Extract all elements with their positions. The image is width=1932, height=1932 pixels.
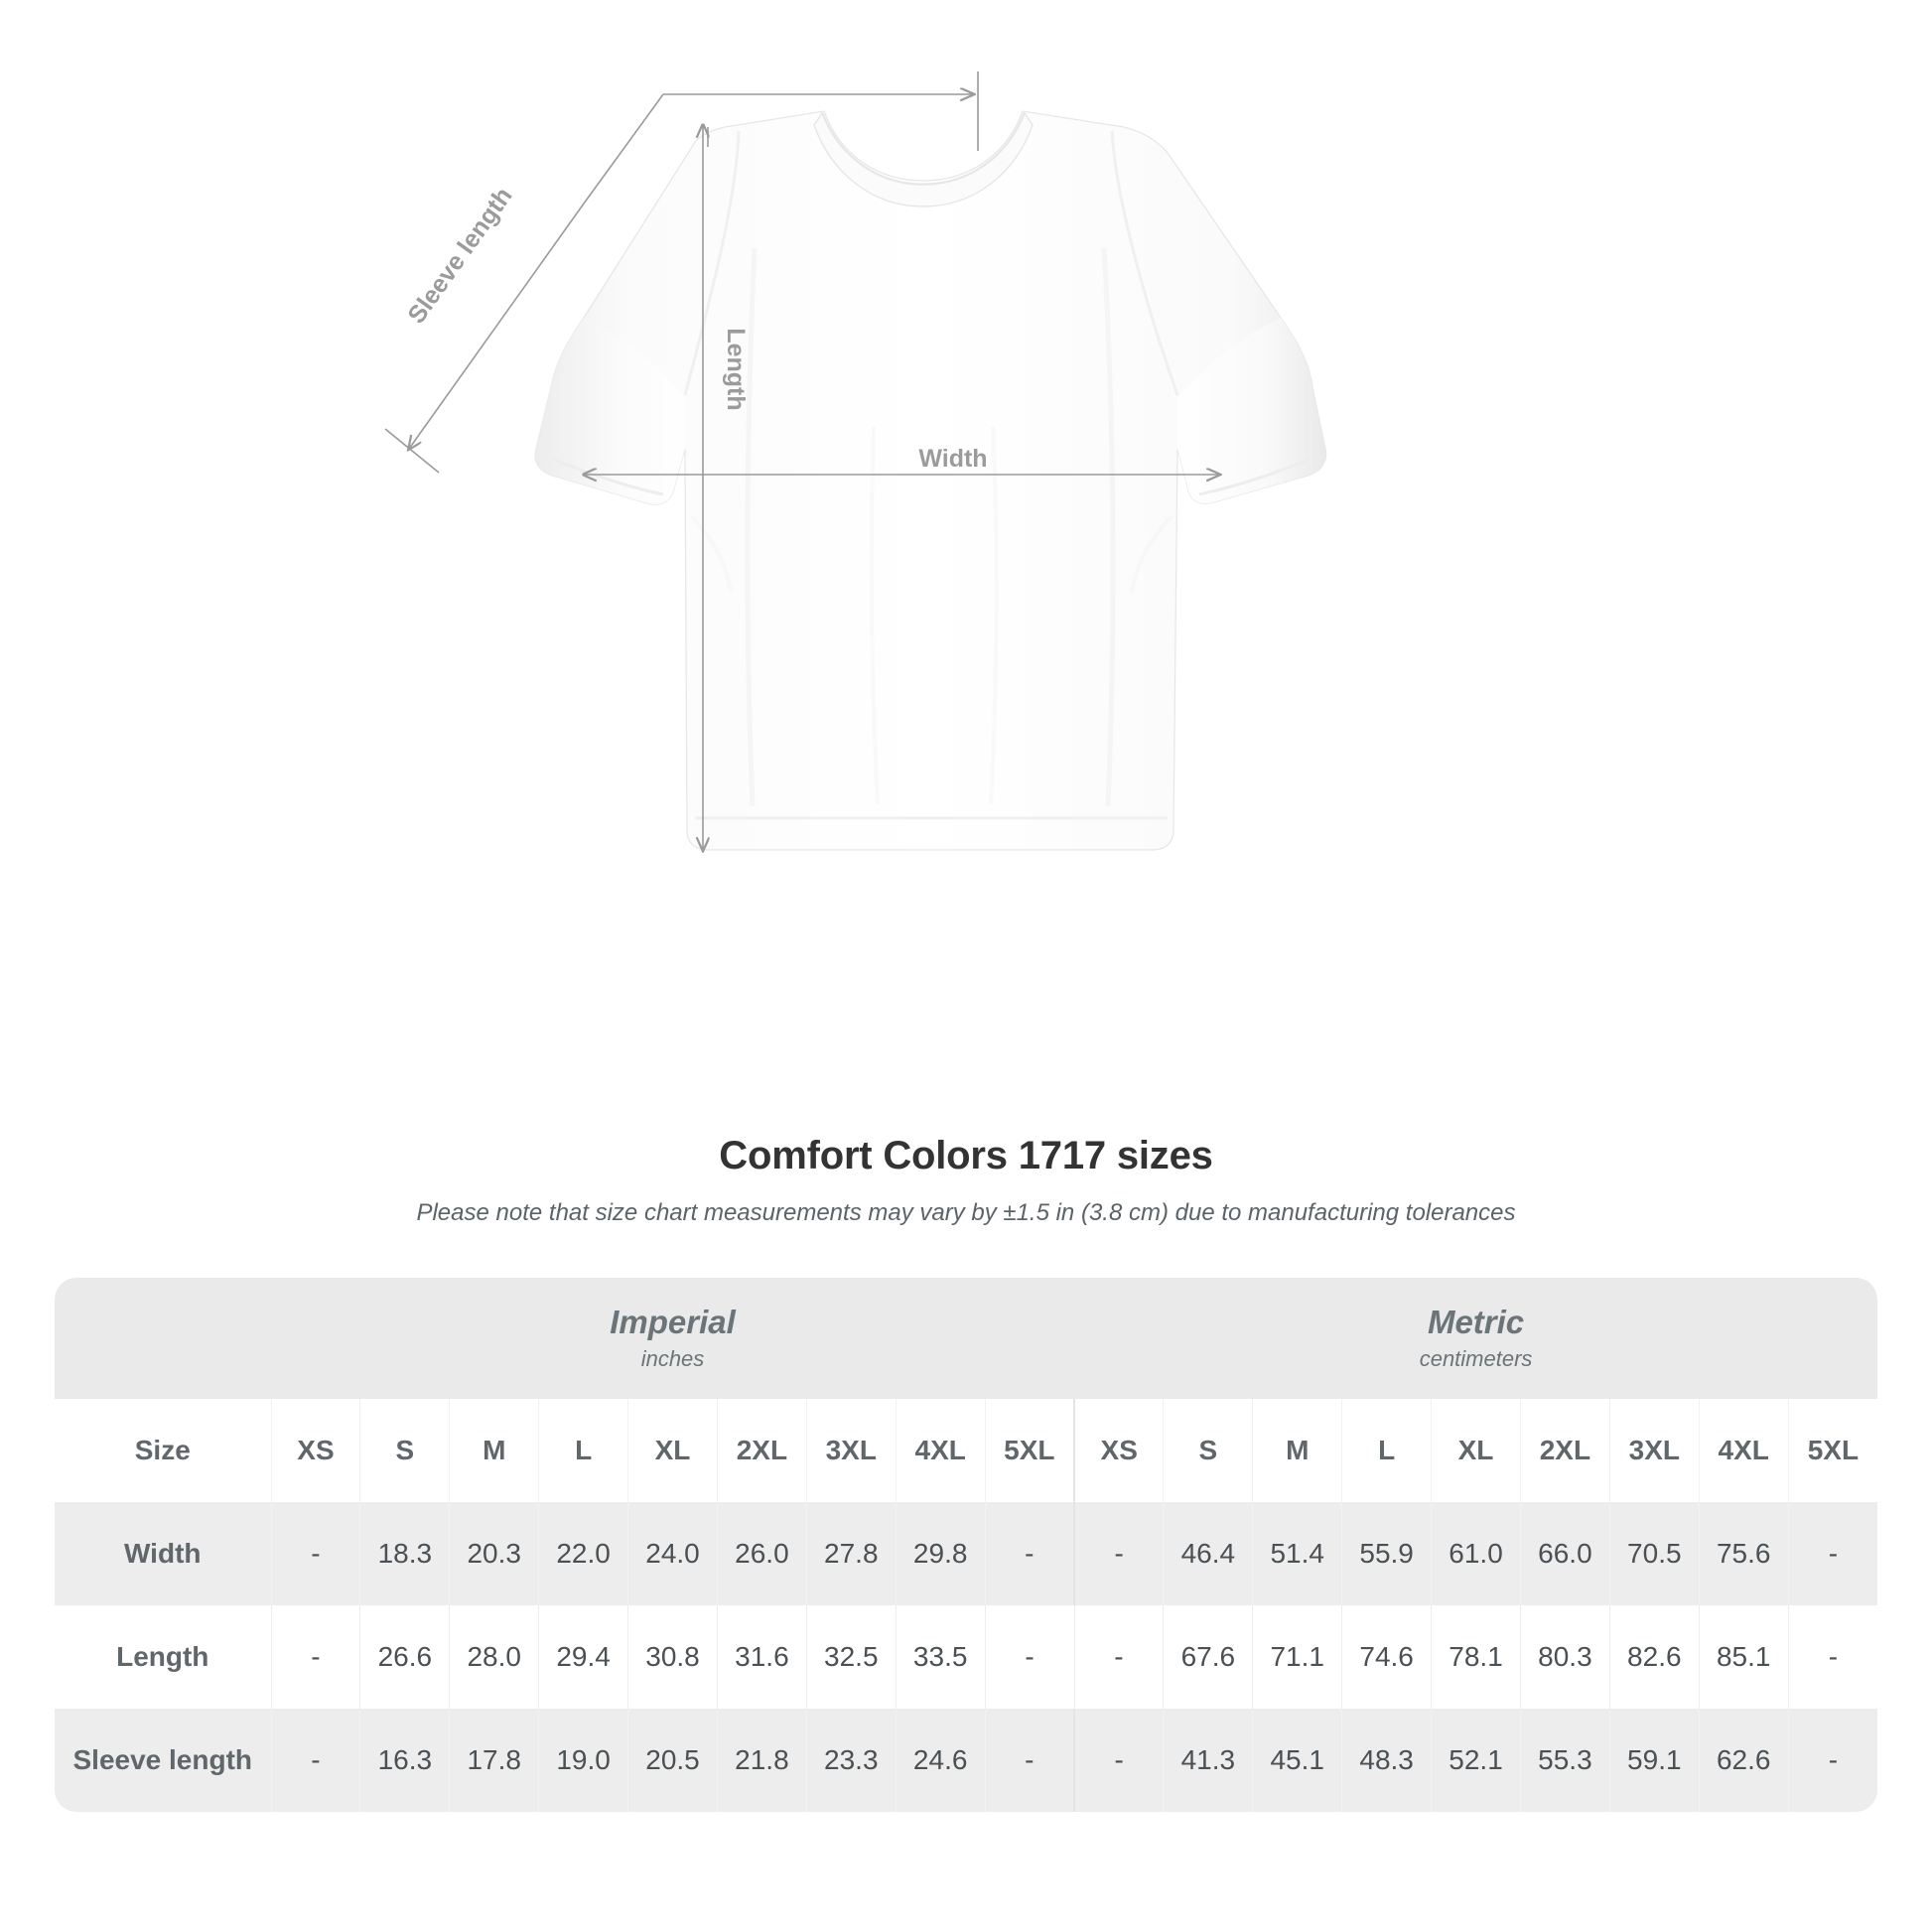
row-label-length: Length: [55, 1605, 271, 1709]
cell-sleeve-imperial-xl: 20.5: [627, 1709, 718, 1812]
size-col-imperial-l: L: [538, 1399, 628, 1502]
cell-sleeve-metric-5xl: -: [1787, 1709, 1877, 1812]
size-col-metric-s: S: [1163, 1399, 1253, 1502]
table-row: Length - 26.6 28.0 29.4 30.8 31.6 32.5 3…: [55, 1605, 1877, 1709]
cell-width-imperial-m: 20.3: [449, 1502, 539, 1605]
page-title: Comfort Colors 1717 sizes: [719, 1134, 1213, 1177]
size-col-imperial-5xl: 5XL: [984, 1399, 1075, 1502]
cell-sleeve-metric-3xl: 59.1: [1608, 1709, 1700, 1812]
cell-width-imperial-3xl: 27.8: [805, 1502, 897, 1605]
cell-width-imperial-xs: -: [270, 1502, 360, 1605]
size-col-metric-4xl: 4XL: [1698, 1399, 1789, 1502]
cell-length-imperial-s: 26.6: [359, 1605, 450, 1709]
cell-length-metric-3xl: 82.6: [1608, 1605, 1700, 1709]
cell-sleeve-imperial-l: 19.0: [538, 1709, 628, 1812]
cell-length-imperial-xs: -: [270, 1605, 360, 1709]
cell-length-metric-2xl: 80.3: [1519, 1605, 1610, 1709]
size-col-metric-xl: XL: [1431, 1399, 1521, 1502]
cell-width-imperial-2xl: 26.0: [716, 1502, 807, 1605]
cell-width-metric-2xl: 66.0: [1519, 1502, 1610, 1605]
cell-sleeve-metric-4xl: 62.6: [1698, 1709, 1789, 1812]
cell-sleeve-imperial-5xl: -: [984, 1709, 1075, 1812]
cell-width-metric-5xl: -: [1787, 1502, 1877, 1605]
cell-length-imperial-2xl: 31.6: [716, 1605, 807, 1709]
cell-sleeve-metric-xs: -: [1073, 1709, 1164, 1812]
cell-length-metric-s: 67.6: [1163, 1605, 1253, 1709]
unit-header-row: Imperial inches Metric centimeters: [55, 1278, 1877, 1399]
cell-length-imperial-xl: 30.8: [627, 1605, 718, 1709]
tolerance-note: Please note that size chart measurements…: [416, 1199, 1516, 1226]
cell-sleeve-metric-2xl: 55.3: [1519, 1709, 1610, 1812]
measurement-annotations: [384, 71, 1219, 850]
cell-sleeve-imperial-2xl: 21.8: [716, 1709, 807, 1812]
unit-imperial: Imperial inches: [271, 1278, 1075, 1399]
size-col-imperial-4xl: 4XL: [895, 1399, 986, 1502]
cell-width-imperial-5xl: -: [984, 1502, 1075, 1605]
cell-sleeve-metric-xl: 52.1: [1431, 1709, 1521, 1812]
cell-length-metric-xl: 78.1: [1431, 1605, 1521, 1709]
size-col-metric-m: M: [1252, 1399, 1342, 1502]
unit-metric: Metric centimeters: [1074, 1278, 1877, 1399]
unit-imperial-sub: inches: [640, 1345, 705, 1371]
size-col-imperial-xs: XS: [270, 1399, 360, 1502]
cell-length-imperial-m: 28.0: [449, 1605, 539, 1709]
width-label: Width: [918, 445, 987, 473]
cell-width-imperial-4xl: 29.8: [895, 1502, 986, 1605]
row-label-sleeve-length: Sleeve length: [55, 1709, 271, 1812]
size-corner-label: Size: [55, 1399, 271, 1502]
cell-length-metric-5xl: -: [1787, 1605, 1877, 1709]
size-header-row: Size XS S M L XL 2XL 3XL 4XL 5XL XS S M …: [55, 1399, 1877, 1502]
cell-sleeve-metric-s: 41.3: [1163, 1709, 1253, 1812]
chart-heading: Comfort Colors 1717 sizes Please note th…: [0, 1132, 1932, 1228]
size-col-imperial-m: M: [449, 1399, 539, 1502]
tshirt-garment: [534, 110, 1327, 851]
cell-length-imperial-3xl: 32.5: [805, 1605, 897, 1709]
size-col-metric-3xl: 3XL: [1608, 1399, 1700, 1502]
cell-length-imperial-4xl: 33.5: [895, 1605, 986, 1709]
size-col-imperial-3xl: 3XL: [805, 1399, 897, 1502]
cell-length-metric-l: 74.6: [1341, 1605, 1432, 1709]
cell-width-metric-4xl: 75.6: [1698, 1502, 1789, 1605]
size-col-metric-xs: XS: [1073, 1399, 1164, 1502]
size-col-metric-2xl: 2XL: [1519, 1399, 1610, 1502]
cell-length-metric-xs: -: [1073, 1605, 1164, 1709]
cell-sleeve-imperial-m: 17.8: [449, 1709, 539, 1812]
cell-width-imperial-xl: 24.0: [627, 1502, 718, 1605]
cell-length-imperial-l: 29.4: [538, 1605, 628, 1709]
size-col-imperial-s: S: [359, 1399, 450, 1502]
cell-width-metric-m: 51.4: [1252, 1502, 1342, 1605]
cell-sleeve-imperial-3xl: 23.3: [805, 1709, 897, 1812]
unit-metric-name: Metric: [1427, 1303, 1525, 1340]
cell-sleeve-metric-l: 48.3: [1341, 1709, 1432, 1812]
sleeve-length-label: Sleeve length: [402, 183, 517, 329]
cell-sleeve-imperial-s: 16.3: [359, 1709, 450, 1812]
cell-width-imperial-s: 18.3: [359, 1502, 450, 1605]
table-row: Sleeve length - 16.3 17.8 19.0 20.5 21.8…: [55, 1709, 1877, 1812]
size-col-metric-5xl: 5XL: [1787, 1399, 1877, 1502]
unit-spacer: [55, 1278, 271, 1399]
cell-width-metric-xl: 61.0: [1431, 1502, 1521, 1605]
size-col-metric-l: L: [1341, 1399, 1432, 1502]
cell-width-metric-xs: -: [1073, 1502, 1164, 1605]
size-col-imperial-xl: XL: [627, 1399, 718, 1502]
cell-length-metric-4xl: 85.1: [1698, 1605, 1789, 1709]
tshirt-diagram: Sleeve length Length Width: [384, 71, 1327, 854]
cell-width-metric-l: 55.9: [1341, 1502, 1432, 1605]
size-chart-table: Imperial inches Metric centimeters Size …: [55, 1278, 1877, 1812]
size-col-imperial-2xl: 2XL: [716, 1399, 807, 1502]
unit-imperial-name: Imperial: [610, 1303, 736, 1340]
row-label-width: Width: [55, 1502, 271, 1605]
unit-metric-sub: centimeters: [1419, 1345, 1533, 1371]
cell-sleeve-imperial-4xl: 24.6: [895, 1709, 986, 1812]
cell-width-metric-s: 46.4: [1163, 1502, 1253, 1605]
cell-width-imperial-l: 22.0: [538, 1502, 628, 1605]
cell-length-imperial-5xl: -: [984, 1605, 1075, 1709]
cell-width-metric-3xl: 70.5: [1608, 1502, 1700, 1605]
cell-sleeve-metric-m: 45.1: [1252, 1709, 1342, 1812]
cell-sleeve-imperial-xs: -: [270, 1709, 360, 1812]
length-label: Length: [722, 328, 750, 410]
table-row: Width - 18.3 20.3 22.0 24.0 26.0 27.8 29…: [55, 1502, 1877, 1605]
cell-length-metric-m: 71.1: [1252, 1605, 1342, 1709]
